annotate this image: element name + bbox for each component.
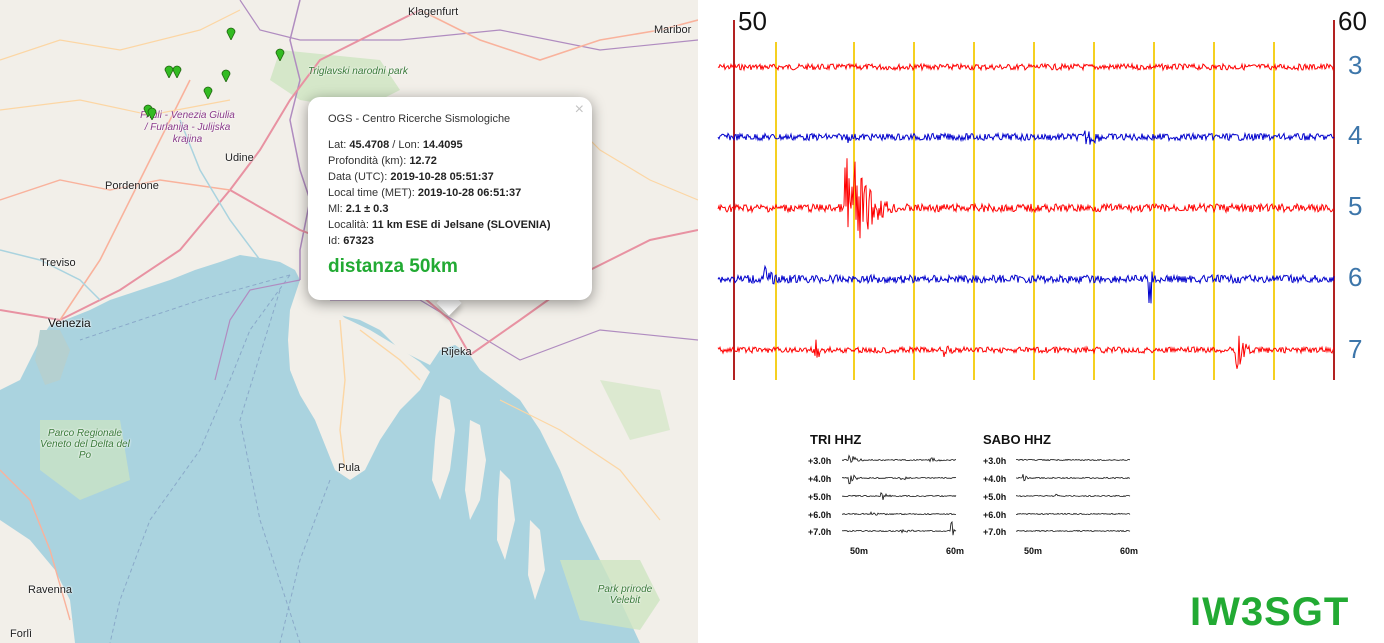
label-venezia: Venezia [48, 316, 91, 330]
mini2-plot [1016, 458, 1131, 533]
mini2-hour: +5.0h [983, 492, 1007, 502]
label-forli: Forlì [10, 628, 32, 640]
label-friuli: Friuli - Venezia Giulia / Furlanija - Ju… [140, 110, 235, 145]
mini2-x-label: 50m [1024, 546, 1043, 556]
station-marker[interactable] [275, 47, 285, 61]
popup-id: Id: 67323 [328, 235, 374, 247]
mini1-x-label: 50m [850, 546, 869, 556]
popup-utc: Data (UTC): 2019-10-28 05:51:37 [328, 171, 494, 183]
row-label-3: 3 [1348, 50, 1363, 80]
mini1-plot [842, 454, 957, 536]
seismogram-panel: 50 60 3 4 5 6 7 [698, 0, 1384, 643]
helicorder-trace [1016, 458, 1131, 462]
station-marker[interactable] [221, 68, 231, 82]
seismogram-plot [717, 20, 1335, 380]
mini2-hour: +3.0h [983, 456, 1007, 466]
helicorder-trace [842, 511, 956, 516]
label-pordenone: Pordenone [105, 180, 159, 192]
label-parco-po: Parco Regionale Veneto del Delta del Po [40, 428, 130, 461]
mini1-hour: +6.0h [808, 510, 832, 520]
popup-location: Località: 11 km ESE di Jelsane (SLOVENIA… [328, 219, 551, 231]
popup-distance: distanza 50km [328, 256, 458, 277]
popup-local-time: Local time (MET): 2019-10-28 06:51:37 [328, 187, 522, 199]
mini1-hour: +3.0h [808, 456, 832, 466]
label-triglav: Triglavski narodni park [308, 66, 408, 77]
helicorder-trace [1016, 512, 1131, 516]
helicorder-trace [1016, 529, 1131, 533]
seismic-trace [717, 335, 1335, 369]
mini2-title: SABO HHZ [983, 432, 1051, 447]
seismic-trace [717, 62, 1335, 72]
label-treviso: Treviso [40, 257, 76, 269]
popup-header: OGS - Centro Ricerche Sismologiche [328, 113, 511, 125]
earthquake-popup: × OGS - Centro Ricerche Sismologiche Lat… [308, 97, 592, 300]
popup-latlon: Lat: 45.4708 / Lon: 14.4095 [328, 139, 463, 151]
helicorder-trace [1016, 474, 1131, 482]
mini2-hour: +6.0h [983, 510, 1007, 520]
row-label-5: 5 [1348, 191, 1363, 221]
mini1-hour: +7.0h [808, 527, 832, 537]
helicorder-trace [842, 474, 957, 485]
label-rijeka: Rijeka [441, 346, 472, 358]
mini1-x-label: 60m [946, 546, 965, 556]
label-udine: Udine [225, 152, 254, 164]
map-view[interactable]: Klagenfurt Maribor Triglavski narodni pa… [0, 0, 698, 643]
popup-magnitude: Ml: 2.1 ± 0.3 [328, 203, 389, 215]
mini2-hour: +7.0h [983, 527, 1007, 537]
helicorder-trace [842, 454, 956, 464]
seismic-trace [717, 158, 1335, 239]
helicorder-trace [1016, 493, 1131, 498]
label-ravenna: Ravenna [28, 584, 73, 596]
label-klagenfurt: Klagenfurt [408, 6, 459, 18]
label-velebit: Park prirode Velebit [597, 584, 653, 606]
x-end-label: 60 [1338, 6, 1367, 36]
x-start-label: 50 [738, 6, 767, 36]
row-label-4: 4 [1348, 120, 1363, 150]
station-marker[interactable] [203, 85, 213, 99]
popup-depth: Profondità (km): 12.72 [328, 155, 437, 167]
mini1-hour: +5.0h [808, 492, 832, 502]
station-marker[interactable] [147, 106, 157, 120]
seismic-trace [717, 264, 1335, 304]
station-marker[interactable] [226, 26, 236, 40]
helicorder-trace [842, 492, 957, 500]
mini2-x-label: 60m [1120, 546, 1139, 556]
helicorder-trace [842, 520, 957, 536]
callsign: IW3SGT [1190, 590, 1350, 634]
row-label-7: 7 [1348, 334, 1363, 364]
station-marker[interactable] [172, 64, 182, 78]
mini1-title: TRI HHZ [810, 432, 862, 447]
popup-close-icon[interactable]: × [574, 101, 584, 118]
mini1-hour: +4.0h [808, 474, 832, 484]
mini2-hour: +4.0h [983, 474, 1007, 484]
seismic-trace [717, 130, 1335, 145]
label-pula: Pula [338, 462, 361, 474]
label-maribor: Maribor [654, 24, 692, 36]
row-label-6: 6 [1348, 262, 1363, 292]
